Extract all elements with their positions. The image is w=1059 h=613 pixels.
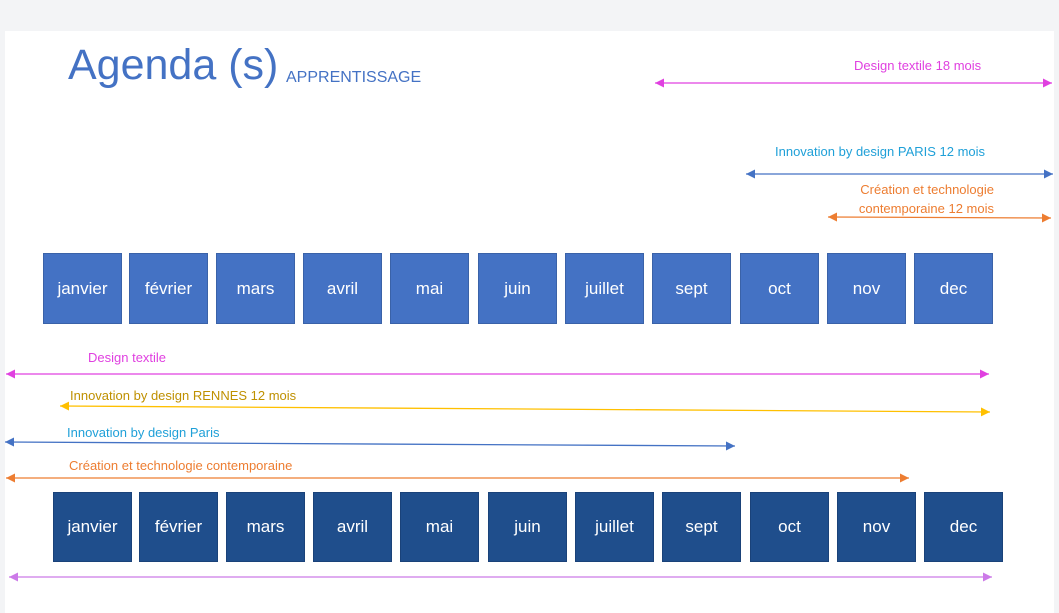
label-innovation-rennes-12-mois: Innovation by design RENNES 12 mois	[70, 388, 297, 403]
label-design-textile-18-mois: Design textile 18 mois	[854, 58, 982, 73]
month-box-top-11: dec	[914, 253, 993, 324]
month-box-top-1: janvier	[43, 253, 122, 324]
label-innovation-paris-12-mois: Innovation by design PARIS 12 mois	[775, 144, 986, 159]
label-creation-line-1: Création et technologie	[860, 182, 994, 197]
label-design-textile: Design textile	[88, 350, 167, 365]
month-box-top-10: nov	[827, 253, 906, 324]
month-box-bottom-2: février	[139, 492, 218, 562]
month-box-bottom-8: sept	[662, 492, 741, 562]
month-box-top-3: mars	[216, 253, 295, 324]
page-title: Agenda (s)	[68, 41, 279, 89]
month-box-bottom-11: dec	[924, 492, 1003, 562]
arrow-innovation-paris	[4, 437, 736, 451]
arrow-innovation-rennes	[59, 401, 991, 417]
month-box-bottom-5: mai	[400, 492, 479, 562]
month-box-top-2: février	[129, 253, 208, 324]
label-creation-line-2: contemporaine 12 mois	[858, 201, 994, 216]
arrow-creation-12-mois	[827, 212, 1052, 223]
month-box-top-5: mai	[390, 253, 469, 324]
month-box-bottom-1: janvier	[53, 492, 132, 562]
month-box-top-7: juillet	[565, 253, 644, 324]
label-creation-12-mois: Création et technologie contemporaine 12…	[859, 180, 994, 218]
month-box-bottom-4: avril	[313, 492, 392, 562]
page-subtitle: APPRENTISSAGE	[286, 69, 422, 86]
month-box-bottom-10: nov	[837, 492, 916, 562]
month-box-bottom-6: juin	[488, 492, 567, 562]
month-box-bottom-9: oct	[750, 492, 829, 562]
label-innovation-paris: Innovation by design Paris	[67, 425, 220, 440]
month-box-top-9: oct	[740, 253, 819, 324]
month-box-bottom-3: mars	[226, 492, 305, 562]
month-box-top-4: avril	[303, 253, 382, 324]
month-box-bottom-7: juillet	[575, 492, 654, 562]
month-box-top-6: juin	[478, 253, 557, 324]
month-box-top-8: sept	[652, 253, 731, 324]
label-creation-contemporaine: Création et technologie contemporaine	[69, 458, 293, 473]
